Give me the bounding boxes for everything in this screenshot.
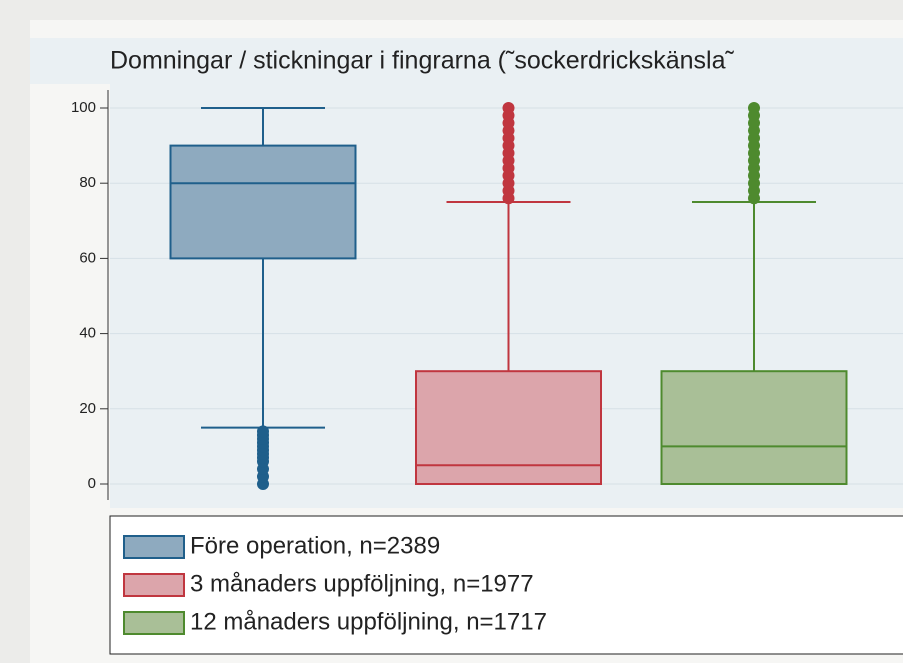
box [415, 370, 602, 486]
outlier [257, 425, 269, 438]
legend-label: 3 månaders uppföljning, n=1977 [190, 570, 534, 597]
legend [109, 515, 903, 655]
legend-label: Före operation, n=2389 [190, 532, 440, 559]
y-tick-label: 40 [79, 325, 96, 342]
y-tick-label: 100 [71, 99, 96, 116]
y-tick-label: 20 [79, 400, 96, 417]
legend-swatch [123, 573, 185, 597]
y-tick-label: 0 [88, 475, 96, 492]
outlier [502, 102, 515, 114]
title-band [30, 38, 903, 84]
y-tick-label: 60 [79, 249, 96, 266]
box [169, 144, 357, 260]
chart-title: Domningar / stickningar i fingrarna (˜so… [110, 47, 735, 75]
box [660, 370, 848, 486]
y-tick-label: 80 [79, 174, 96, 191]
legend-label: 12 månaders uppföljning, n=1717 [190, 608, 547, 635]
legend-swatch [123, 535, 185, 559]
legend-swatch [123, 611, 185, 635]
outlier [748, 102, 760, 114]
